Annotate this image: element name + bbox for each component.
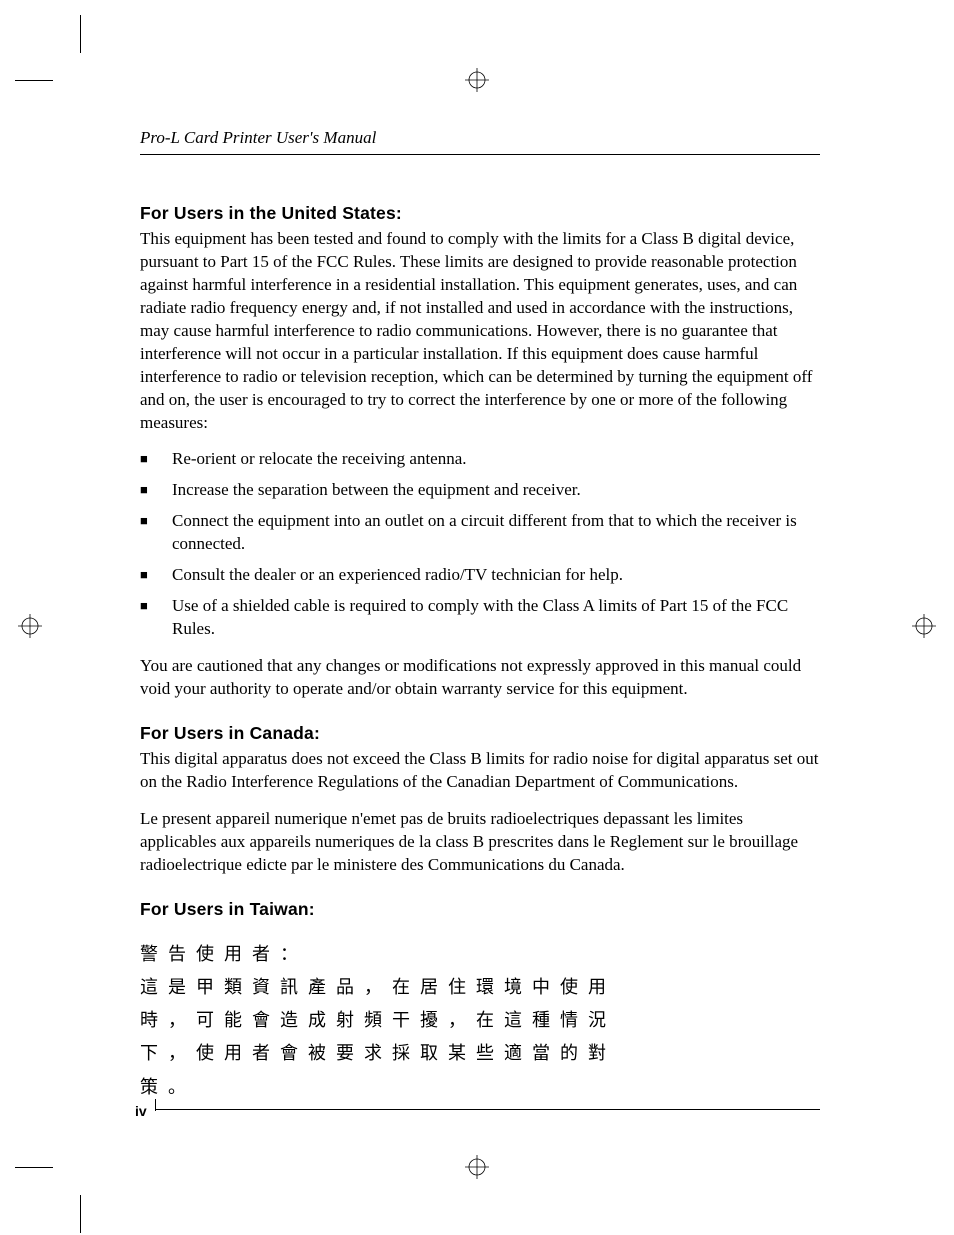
section-heading-taiwan: For Users in Taiwan: [140,899,820,920]
registration-mark-left [18,614,42,638]
cjk-notice: 警告使用者： 這是甲類資訊產品，在居住環境中使用 時，可能會造成射頻干擾，在這種… [140,938,820,1104]
cjk-line: 這是甲類資訊產品，在居住環境中使用 [140,971,820,1004]
body-paragraph: This equipment has been tested and found… [140,228,820,434]
cjk-line: 下，使用者會被要求採取某些適當的對 [140,1037,820,1070]
cjk-line: 時，可能會造成射頻干擾，在這種情況 [140,1004,820,1037]
footer-rule [155,1109,820,1110]
body-paragraph: You are cautioned that any changes or mo… [140,655,820,701]
cjk-line: 警告使用者： [140,938,820,971]
section-heading-us: For Users in the United States: [140,203,820,224]
bullet-list: Re-orient or relocate the receiving ante… [140,448,820,641]
crop-mark [15,1167,53,1168]
list-item: Re-orient or relocate the receiving ante… [140,448,820,471]
crop-mark [80,1195,81,1233]
crop-mark [15,80,53,81]
list-item: Use of a shielded cable is required to c… [140,595,820,641]
registration-mark-top [465,68,489,92]
page-content: Pro-L Card Printer User's Manual For Use… [140,128,820,1104]
list-item: Consult the dealer or an experienced rad… [140,564,820,587]
registration-mark-right [912,614,936,638]
registration-mark-bottom [465,1155,489,1179]
crop-mark [80,15,81,53]
body-paragraph: This digital apparatus does not exceed t… [140,748,820,794]
section-heading-canada: For Users in Canada: [140,723,820,744]
body-paragraph: Le present appareil numerique n'emet pas… [140,808,820,877]
cjk-line: 策。 [140,1071,820,1104]
list-item: Connect the equipment into an outlet on … [140,510,820,556]
list-item: Increase the separation between the equi… [140,479,820,502]
running-header: Pro-L Card Printer User's Manual [140,128,820,148]
header-rule [140,154,820,155]
page-number: iv [135,1103,147,1119]
